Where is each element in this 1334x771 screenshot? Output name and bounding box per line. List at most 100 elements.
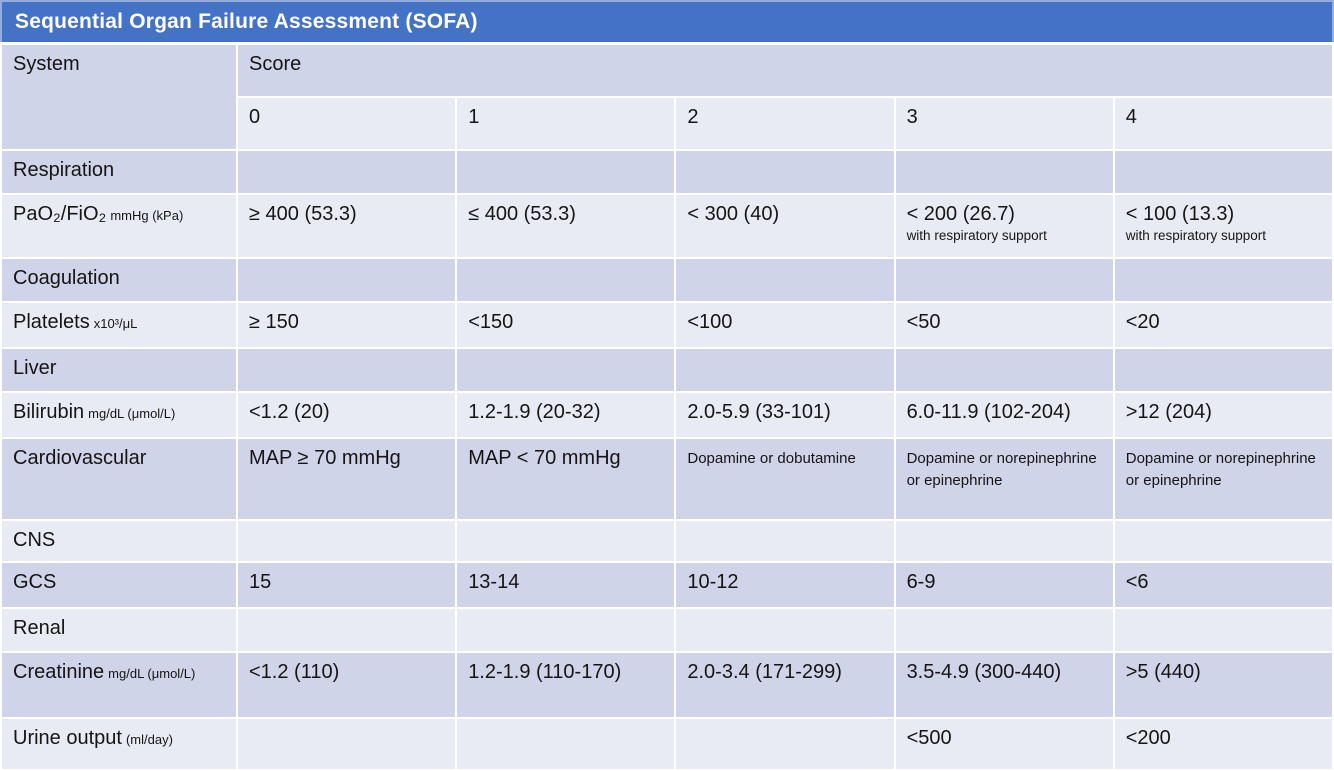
table-cell: ≤ 400 (53.3): [457, 195, 675, 257]
table-cell: 10-12: [676, 563, 894, 607]
table-cell: <500: [895, 719, 1113, 769]
score-header-0: 0: [238, 98, 456, 149]
row-renal: Renal: [2, 609, 1332, 651]
table-cell: 1.2-1.9 (110-170): [457, 653, 675, 717]
table-cell: <100: [676, 303, 894, 347]
row-urine-output: Urine output (ml/day) <500 <200: [2, 719, 1332, 769]
score-header-2: 2: [676, 98, 894, 149]
table-cell: [238, 259, 456, 301]
row-cns: CNS: [2, 521, 1332, 561]
table-cell: [457, 151, 675, 193]
row-platelets: Platelets x10³/μL ≥ 150 <150 <100 <50 <20: [2, 303, 1332, 347]
table-cell: [676, 151, 894, 193]
row-creatinine: Creatinine mg/dL (μmol/L) <1.2 (110) 1.2-…: [2, 653, 1332, 717]
row-label: Respiration: [2, 151, 236, 193]
row-label: Bilirubin mg/dL (μmol/L): [2, 393, 236, 437]
table-cell: [895, 349, 1113, 391]
table-cell: [1114, 521, 1332, 561]
row-label: GCS: [2, 563, 236, 607]
table-cell: < 200 (26.7) with respiratory support: [895, 195, 1113, 257]
row-unit: (ml/day): [125, 732, 173, 747]
table-cell: [895, 609, 1113, 651]
table-cell: 3.5-4.9 (300-440): [895, 653, 1113, 717]
score-header-1: 1: [457, 98, 675, 149]
table-cell: [1114, 151, 1332, 193]
table-cell: [457, 259, 675, 301]
row-unit: mg/dL (μmol/L): [88, 406, 176, 421]
table-cell: [676, 719, 894, 769]
row-label: Urine output (ml/day): [2, 719, 236, 769]
table-cell: [1114, 259, 1332, 301]
row-unit: mmHg (kPa): [110, 208, 184, 223]
table-cell: [238, 719, 456, 769]
table-cell: MAP < 70 mmHg: [457, 439, 675, 519]
table-cell: <50: [895, 303, 1113, 347]
row-label: PaO₂/FiO₂ mmHg (kPa): [2, 195, 236, 257]
table-cell: ≥ 150: [238, 303, 456, 347]
table-cell: Dopamine or norepinephrine or epinephrin…: [1114, 439, 1332, 519]
table-cell: Dopamine or dobutamine: [676, 439, 894, 519]
row-pao2-fio2: PaO₂/FiO₂ mmHg (kPa) ≥ 400 (53.3) ≤ 400 (…: [2, 195, 1332, 257]
table-cell: [676, 521, 894, 561]
table-cell: [238, 521, 456, 561]
cell-note: with respiratory support: [1125, 228, 1267, 244]
header-row-system-score: System Score: [2, 45, 1332, 149]
table-cell: >5 (440): [1114, 653, 1332, 717]
table-cell: [1114, 349, 1332, 391]
score-header-4: 4: [1114, 98, 1332, 149]
row-label: CNS: [2, 521, 236, 561]
row-label: Platelets x10³/μL: [2, 303, 236, 347]
table-cell: 6-9: [895, 563, 1113, 607]
table-cell: Dopamine or norepinephrine or epinephrin…: [895, 439, 1113, 519]
table-cell: 2.0-5.9 (33-101): [676, 393, 894, 437]
table-cell: >12 (204): [1114, 393, 1332, 437]
score-header-3: 3: [895, 98, 1113, 149]
table-cell: 2.0-3.4 (171-299): [676, 653, 894, 717]
row-respiration: Respiration: [2, 151, 1332, 193]
row-unit: mg/dL (μmol/L): [108, 666, 196, 681]
table-cell: [238, 349, 456, 391]
sofa-table: System Score 0 1 2 3 4 Respiration PaO₂/…: [0, 43, 1334, 771]
table-cell: 13-14: [457, 563, 675, 607]
table-cell: <6: [1114, 563, 1332, 607]
table-cell: [238, 609, 456, 651]
table-cell: 15: [238, 563, 456, 607]
header-row-score-values: 0 1 2 3 4: [2, 98, 1332, 149]
table-cell: [457, 349, 675, 391]
table-cell: <1.2 (20): [238, 393, 456, 437]
table-cell: [457, 719, 675, 769]
row-label: Renal: [2, 609, 236, 651]
row-unit: x10³/μL: [93, 316, 138, 331]
table-cell: MAP ≥ 70 mmHg: [238, 439, 456, 519]
table-cell: <150: [457, 303, 675, 347]
score-column-header: Score: [238, 45, 1332, 96]
system-column-header: System: [2, 45, 236, 149]
row-label: Creatinine mg/dL (μmol/L): [2, 653, 236, 717]
table-cell: [676, 349, 894, 391]
table-cell: [676, 609, 894, 651]
table-cell: [676, 259, 894, 301]
table-cell: [895, 521, 1113, 561]
table-cell: 6.0-11.9 (102-204): [895, 393, 1113, 437]
table-cell: <20: [1114, 303, 1332, 347]
row-cardiovascular: Cardiovascular MAP ≥ 70 mmHg MAP < 70 mm…: [2, 439, 1332, 519]
table-cell: [895, 151, 1113, 193]
row-gcs: GCS 15 13-14 10-12 6-9 <6: [2, 563, 1332, 607]
table-cell: < 300 (40): [676, 195, 894, 257]
table-cell: [238, 151, 456, 193]
row-liver: Liver: [2, 349, 1332, 391]
row-label: Coagulation: [2, 259, 236, 301]
page-title: Sequential Organ Failure Assessment (SOF…: [15, 10, 478, 33]
row-label: Liver: [2, 349, 236, 391]
table-cell: ≥ 400 (53.3): [238, 195, 456, 257]
table-cell: [457, 609, 675, 651]
table-cell: <200: [1114, 719, 1332, 769]
table-title-bar: Sequential Organ Failure Assessment (SOF…: [0, 0, 1334, 42]
row-coagulation: Coagulation: [2, 259, 1332, 301]
table-cell: [457, 521, 675, 561]
table-cell: <1.2 (110): [238, 653, 456, 717]
row-label: Cardiovascular: [2, 439, 236, 519]
row-bilirubin: Bilirubin mg/dL (μmol/L) <1.2 (20) 1.2-1.…: [2, 393, 1332, 437]
table-cell: < 100 (13.3) with respiratory support: [1114, 195, 1332, 257]
